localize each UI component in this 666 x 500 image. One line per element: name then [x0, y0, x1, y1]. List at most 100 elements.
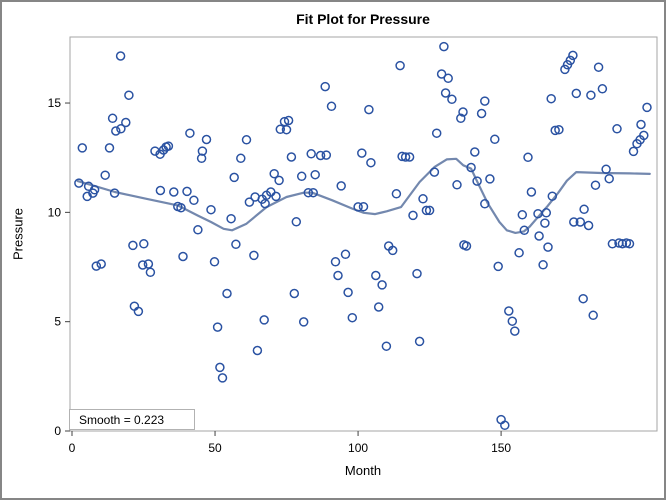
scatter-point	[364, 104, 374, 115]
scatter-point	[546, 93, 556, 104]
scatter-point	[271, 191, 281, 202]
scatter-point	[286, 152, 297, 162]
scatter-point	[283, 115, 294, 126]
scatter-point	[275, 124, 286, 135]
scatter-point	[452, 180, 462, 190]
scatter-point	[617, 239, 628, 249]
scatter-point	[281, 124, 292, 135]
scatter-point	[443, 73, 453, 84]
scatter-point	[490, 134, 500, 145]
scatter-point	[373, 302, 384, 312]
scatter-point	[74, 178, 84, 188]
scatter-point	[387, 245, 398, 256]
scatter-point	[189, 195, 199, 206]
scatter-point	[340, 249, 351, 260]
x-tick-label: 150	[491, 441, 511, 455]
scatter-point	[169, 187, 179, 197]
scatter-point	[236, 153, 246, 164]
scatter-point	[77, 143, 88, 153]
scatter-point	[116, 124, 126, 134]
scatter-point	[632, 138, 642, 149]
scatter-point	[583, 220, 594, 231]
scatter-point	[269, 168, 279, 179]
scatter-point	[424, 205, 435, 216]
scatter-point	[612, 124, 622, 134]
scatter-point	[96, 259, 106, 269]
scatter-point	[229, 172, 239, 183]
scatter-point	[111, 126, 121, 136]
scatter-point	[412, 268, 422, 279]
scatter-point	[579, 204, 589, 215]
scatter-point	[115, 51, 126, 61]
scatter-point	[568, 50, 578, 61]
scatter-point	[107, 113, 118, 124]
scatter-point	[182, 186, 192, 197]
scatter-point	[636, 119, 646, 130]
scatter-point	[480, 199, 490, 209]
scatter-point	[88, 188, 98, 198]
scatter-point	[485, 174, 495, 184]
scatter-point	[500, 420, 510, 431]
scatter-point	[155, 185, 166, 196]
scatter-point	[571, 88, 582, 99]
y-tick-label: 10	[48, 205, 62, 219]
scatter-point	[289, 288, 300, 299]
scatter-point	[395, 60, 405, 71]
scatter-point	[470, 147, 480, 157]
x-axis-title: Month	[344, 463, 382, 478]
scatter-point	[510, 326, 520, 336]
scatter-point	[440, 88, 451, 98]
scatter-point	[358, 201, 369, 212]
scatter-point	[569, 217, 579, 227]
scatter-point	[206, 204, 216, 215]
scatter-point	[466, 162, 476, 173]
scatter-point	[519, 225, 530, 236]
scatter-point	[343, 287, 353, 298]
scatter-point	[306, 149, 316, 159]
scatter-point	[547, 191, 558, 201]
scatter-point	[139, 239, 149, 249]
scatter-point	[642, 102, 652, 113]
scatter-point	[133, 306, 144, 317]
scatter-point	[436, 69, 447, 79]
loess-fit-line	[76, 157, 651, 234]
scatter-point	[178, 251, 188, 262]
scatter-point	[538, 260, 548, 270]
scatter-point	[121, 117, 131, 128]
scatter-point	[593, 62, 604, 72]
scatter-point	[604, 173, 614, 184]
scatter-point	[418, 194, 428, 204]
scatter-point	[590, 180, 601, 190]
scatter-point	[554, 124, 564, 135]
scatter-point	[91, 261, 102, 271]
scatter-point	[507, 316, 518, 326]
scatter-point	[261, 190, 272, 201]
scatter-point	[241, 135, 252, 145]
scatter-point	[310, 169, 320, 180]
x-tick-label: 0	[69, 441, 76, 455]
scatter-point	[421, 205, 432, 216]
scatter-point	[472, 176, 482, 186]
scatter-point	[458, 107, 468, 117]
scatter-point	[400, 152, 411, 162]
scatter-point	[353, 202, 363, 212]
chart-title: Fit Plot for Pressure	[296, 11, 430, 27]
scatter-point	[578, 293, 588, 304]
scatter-point	[540, 218, 550, 228]
scatter-point	[252, 345, 263, 356]
scatter-point	[550, 125, 560, 136]
scatter-point	[381, 341, 392, 351]
scatter-point	[163, 141, 174, 151]
scatter-point	[588, 310, 598, 321]
scatter-point	[193, 225, 203, 235]
scatter-point	[534, 231, 544, 241]
scatter-point	[215, 362, 225, 373]
scatter-point	[391, 189, 402, 199]
scatter-point	[321, 150, 332, 160]
scatter-point	[526, 187, 537, 197]
scatter-point	[145, 267, 156, 278]
scatter-point	[560, 64, 570, 75]
scatter-point	[226, 213, 236, 224]
